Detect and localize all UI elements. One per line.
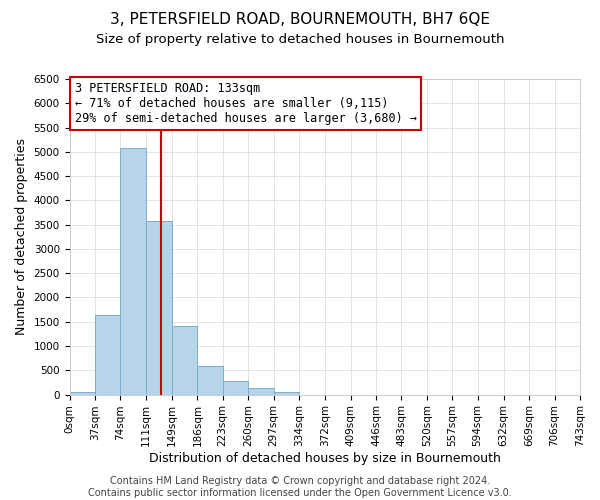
- Bar: [121, 148, 146, 394]
- Text: Size of property relative to detached houses in Bournemouth: Size of property relative to detached ho…: [96, 32, 504, 46]
- Bar: [197, 366, 223, 394]
- Bar: [70, 392, 95, 394]
- Bar: [95, 316, 121, 394]
- Text: Contains HM Land Registry data © Crown copyright and database right 2024.
Contai: Contains HM Land Registry data © Crown c…: [88, 476, 512, 498]
- Text: 3 PETERSFIELD ROAD: 133sqm
← 71% of detached houses are smaller (9,115)
29% of s: 3 PETERSFIELD ROAD: 133sqm ← 71% of deta…: [74, 82, 416, 125]
- Bar: [146, 221, 172, 394]
- Y-axis label: Number of detached properties: Number of detached properties: [15, 138, 28, 336]
- X-axis label: Distribution of detached houses by size in Bournemouth: Distribution of detached houses by size …: [149, 452, 501, 465]
- Text: 3, PETERSFIELD ROAD, BOURNEMOUTH, BH7 6QE: 3, PETERSFIELD ROAD, BOURNEMOUTH, BH7 6Q…: [110, 12, 490, 28]
- Bar: [223, 380, 248, 394]
- Bar: [172, 326, 197, 394]
- Bar: [274, 392, 299, 394]
- Bar: [248, 388, 274, 394]
